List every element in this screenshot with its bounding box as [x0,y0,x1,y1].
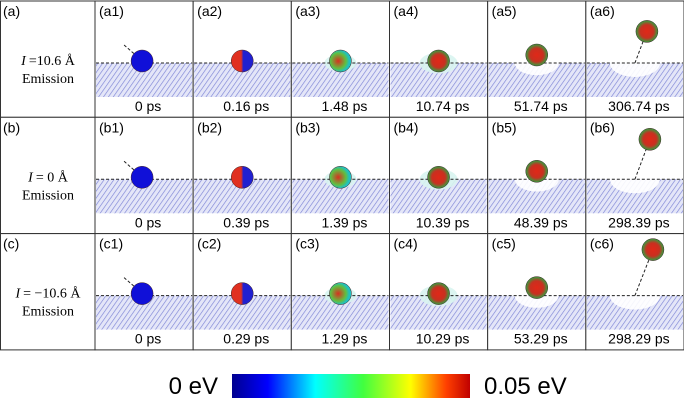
particle [231,166,254,189]
time: 10.39 ps [416,214,470,230]
row-label-cell [0,0,96,118]
mode: Emission [22,72,74,87]
particle [329,166,352,189]
panel-label: (c3) [295,236,319,252]
condition-symbol: I [14,287,21,302]
time: 51.74 ps [514,98,568,114]
particle [427,49,450,73]
time: 53.29 ps [514,331,568,347]
particle [130,49,154,73]
panel-label: (b4) [394,119,419,135]
panel-label: (a3) [295,3,320,19]
time: 10.74 ps [416,98,470,114]
condition: I =10.6 Å [20,53,76,69]
time: 0.29 ps [223,331,269,347]
panel-label: (a2) [197,3,222,19]
time: 298.39 ps [608,214,670,230]
row-label: (b) [3,119,20,135]
colorbar-min: 0 eV [169,373,218,400]
time: 1.48 ps [321,98,367,114]
particle [635,20,659,43]
condition-symbol: I [27,170,34,185]
time: 298.29 ps [608,331,670,347]
panel-label: (b1) [99,119,124,135]
time: 1.39 ps [321,214,367,230]
panel [192,233,292,351]
mode: Emission [22,305,74,320]
condition-value: = 0 Å [36,169,69,185]
time: 0 ps [135,214,161,230]
particle [641,238,665,261]
row-label-cell [0,233,96,351]
time: 1.29 ps [321,331,367,347]
particle [525,43,548,67]
panel-label: (c5) [492,236,516,252]
particle [231,282,254,305]
particle [329,282,352,305]
condition-value: =10.6 Å [29,53,76,69]
particle [525,276,548,299]
particle [427,166,450,189]
panel-label: (b2) [197,119,222,135]
panel-label: (b5) [492,119,517,135]
trajectory [634,31,648,64]
row-label: (c) [3,236,19,252]
time: 10.29 ps [416,331,470,347]
condition: I = −10.6 Å [14,286,81,302]
time: 48.39 ps [514,214,568,230]
panel-label: (c1) [99,236,123,252]
condition: I = 0 Å [27,169,69,185]
particle [130,166,154,189]
particle [329,49,352,73]
condition-symbol: I [20,54,27,69]
time: 306.74 ps [608,98,670,114]
mode: Emission [22,188,74,203]
panel-label: (a5) [492,3,517,19]
panel-label: (a4) [394,3,419,19]
colorbar-max: 0.05 eV [484,373,567,400]
panel-label: (a6) [590,3,615,19]
condition-value: = −10.6 Å [23,286,81,302]
panel-label: (c2) [197,236,221,252]
particle [427,282,450,305]
particle [130,282,154,305]
colorbar [232,374,470,398]
panel-label: (a1) [99,3,124,19]
time: 0 ps [135,331,161,347]
panel-label: (c4) [394,236,418,252]
time: 0.16 ps [223,98,269,114]
particle [525,160,548,183]
particle [638,128,662,151]
particle [231,49,254,73]
row-label-cell [0,116,96,235]
panel-label: (b3) [295,119,320,135]
time: 0 ps [135,98,161,114]
panel-label: (c6) [590,236,614,252]
panel-label: (b6) [590,119,615,135]
time: 0.39 ps [223,214,269,230]
row-label: (a) [3,3,20,19]
